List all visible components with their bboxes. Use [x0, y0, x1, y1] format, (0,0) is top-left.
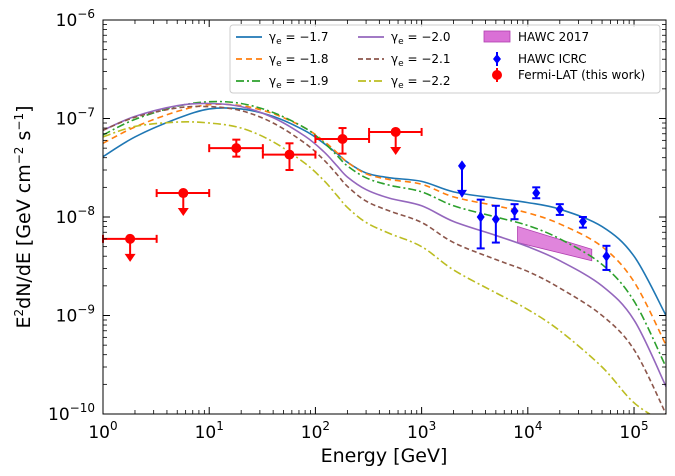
- fermi-lat-marker: [284, 149, 295, 160]
- hawc-icrc-marker: [476, 211, 485, 223]
- legend-label-hawc2017: HAWC 2017: [518, 30, 589, 44]
- model-curve-3: [103, 100, 666, 368]
- legend-box: [229, 24, 661, 94]
- hawc-icrc-marker: [532, 187, 541, 199]
- hawc-icrc-point: [510, 203, 519, 221]
- fermi-lat-marker: [337, 133, 348, 144]
- y-axis-label: E2dN/dE [GeV cm−2 s−1]: [12, 105, 35, 328]
- y-tick-label: 10−9: [56, 303, 95, 327]
- hawc-icrc-marker: [555, 203, 564, 215]
- hawc-icrc-marker: [602, 250, 611, 262]
- fermi-lat-ul-arrow: [124, 253, 136, 262]
- legend-label-hawc-icrc: HAWC ICRC: [518, 52, 587, 66]
- legend-swatch-hawc-icrc-marker: [493, 54, 501, 64]
- fermi-lat-point: [208, 138, 264, 158]
- legend: γe = −1.7 γe = −1.8 γe = −1.9 γe = −2.0 γe =…: [229, 24, 661, 94]
- model-curve-6: [103, 121, 652, 414]
- fermi-lat-ul-arrow: [390, 146, 402, 155]
- fermi-lat-marker: [231, 143, 242, 154]
- legend-swatch-fermi-marker: [492, 70, 502, 80]
- fermi-lat-marker: [390, 126, 401, 137]
- x-tick-label: 104: [513, 419, 542, 443]
- hawc-icrc-point: [476, 198, 485, 250]
- legend-label-model-5: γe = −2.1: [391, 52, 450, 69]
- x-tick-label: 101: [195, 419, 224, 443]
- x-tick-label: 102: [301, 419, 330, 443]
- hawc-icrc-marker: [457, 160, 466, 172]
- y-tick-label: 10−8: [56, 204, 95, 228]
- legend-label-fermi: Fermi-LAT (this work): [518, 68, 645, 82]
- hawc-icrc-marker: [510, 205, 519, 217]
- hawc2017-band: [517, 226, 593, 262]
- fermi-lat-point: [368, 126, 423, 155]
- legend-label-model-2: γe = −1.8: [269, 52, 328, 69]
- model-curve-1: [103, 107, 666, 316]
- hawc-icrc-point: [602, 244, 611, 271]
- hawc-icrc-ul-arrow: [456, 189, 467, 198]
- hawc-icrc-point: [532, 186, 541, 200]
- fermi-lat-point: [102, 233, 158, 262]
- fermi-lat-point: [155, 188, 211, 217]
- y-tick-label: 10−6: [56, 7, 95, 31]
- legend-label-model-4: γe = −2.0: [391, 30, 450, 47]
- fermi-lat-marker: [178, 188, 189, 199]
- hawc-icrc-marker: [578, 216, 587, 228]
- y-tick-label: 10−7: [56, 106, 95, 130]
- hawc-icrc-point: [491, 204, 500, 244]
- x-tick-label: 100: [88, 419, 117, 443]
- hawc-icrc-point: [578, 216, 587, 229]
- fermi-lat-point: [261, 142, 317, 172]
- model-curve-4: [103, 102, 666, 387]
- model-curve-5: [103, 105, 666, 414]
- legend-label-model-6: γe = −2.2: [391, 74, 450, 91]
- model-curve-2: [103, 103, 666, 346]
- fermi-lat-ul-arrow: [177, 208, 189, 217]
- x-tick-label: 105: [619, 419, 648, 443]
- legend-label-model-3: γe = −1.9: [269, 74, 328, 91]
- hawc-icrc-marker: [491, 213, 500, 225]
- y-tick-label: 10−10: [48, 401, 95, 425]
- hawc-icrc-point: [555, 203, 564, 216]
- legend-label-model-1: γe = −1.7: [269, 30, 328, 47]
- legend-swatch-hawc2017: [483, 30, 511, 43]
- x-axis-label: Energy [GeV]: [321, 445, 448, 467]
- hawc-icrc-point: [456, 160, 467, 198]
- x-tick-label: 103: [407, 419, 436, 443]
- fermi-lat-marker: [125, 233, 136, 244]
- fermi-lat-point: [314, 127, 371, 155]
